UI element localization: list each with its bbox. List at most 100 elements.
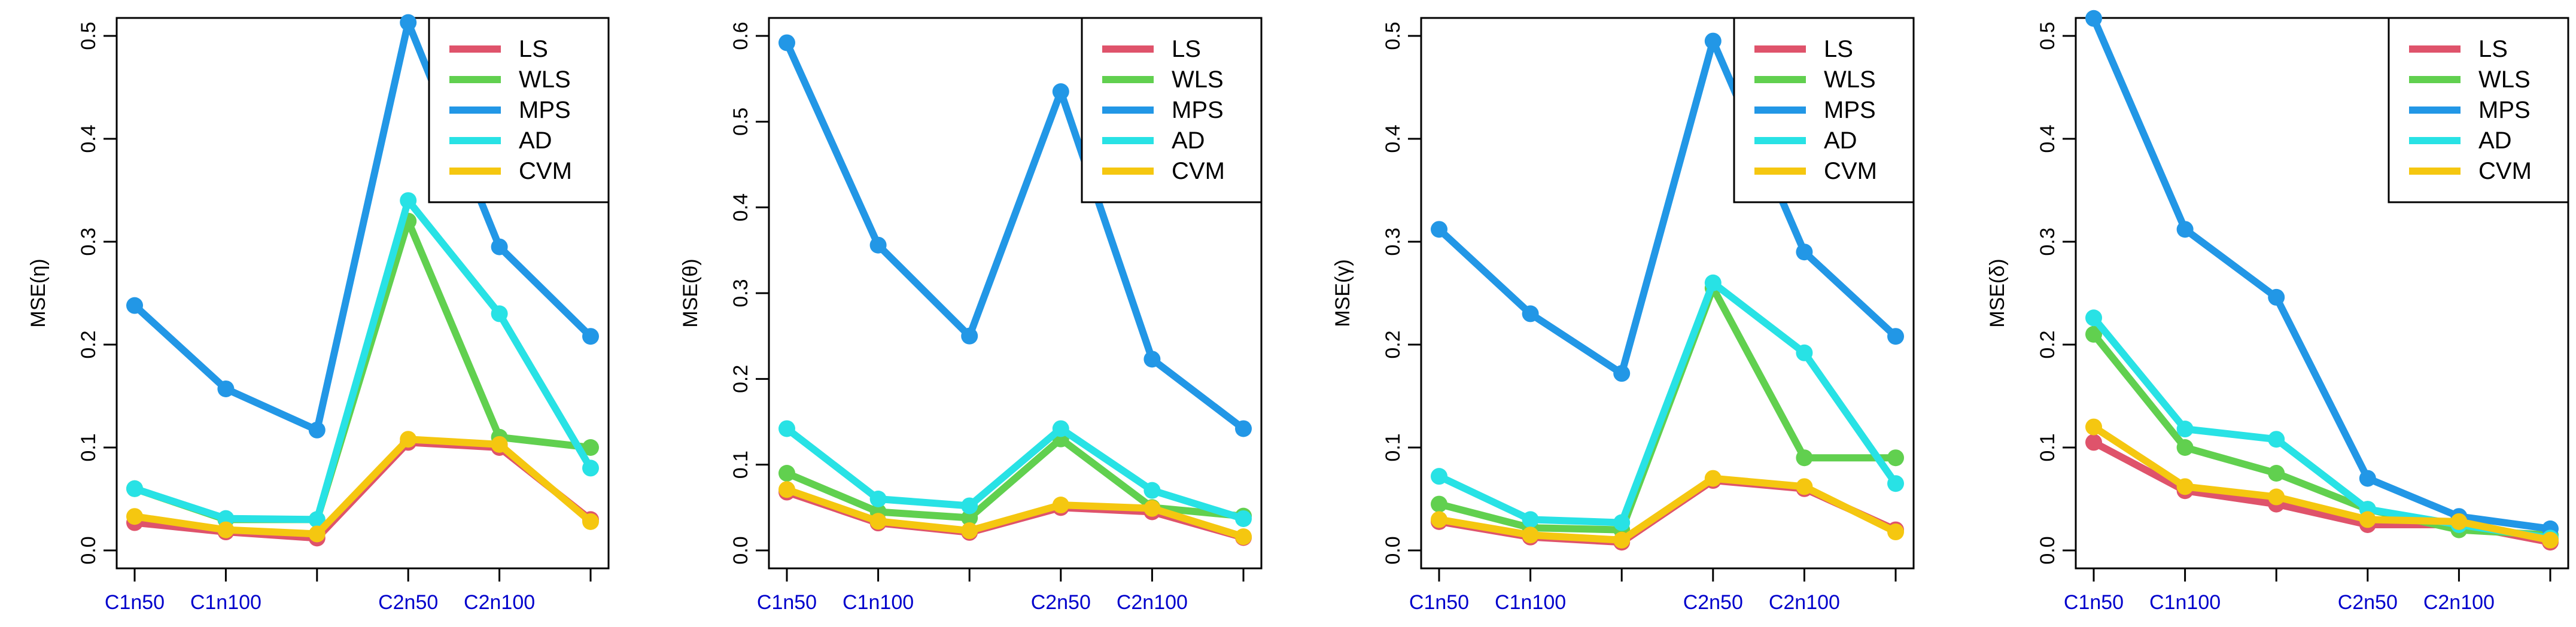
legend: LS WLS MPS AD CVM: [1081, 17, 1263, 203]
legend-label: LS: [1172, 36, 1201, 62]
data-point: [2176, 421, 2194, 438]
data-point: [869, 236, 887, 254]
y-tick-label: 0.0: [77, 536, 100, 564]
data-point: [1143, 500, 1161, 517]
series-line: [131, 197, 594, 523]
series-cvm: [1431, 470, 1904, 549]
data-point: [1235, 528, 1252, 546]
series-line: [783, 425, 1247, 522]
x-tick-label: C2n50: [378, 591, 438, 614]
data-point: [2268, 465, 2285, 482]
series-line: [783, 39, 1247, 433]
y-axis-label: MSE(θ): [679, 258, 702, 327]
data-point: [1796, 344, 1813, 361]
series-cvm: [126, 431, 599, 543]
y-tick-label: 0.0: [1382, 536, 1404, 564]
series-line: [2090, 423, 2554, 544]
data-point: [961, 497, 978, 515]
y-tick-label: 0.2: [77, 330, 100, 358]
data-point: [2176, 439, 2194, 456]
legend-label: AD: [519, 127, 552, 154]
x-tick-label: C2n50: [1031, 591, 1091, 614]
legend-label: LS: [519, 36, 548, 62]
legend-label: MPS: [1824, 97, 1876, 123]
legend-label: AD: [1172, 127, 1205, 154]
y-tick-label: 0.1: [77, 433, 100, 461]
legend-label: WLS: [1824, 66, 1876, 93]
data-point: [1431, 495, 1447, 513]
data-point: [2085, 309, 2102, 327]
legend-label: LS: [1824, 36, 1853, 62]
series-line: [131, 19, 594, 434]
data-point: [1613, 514, 1631, 531]
data-point: [582, 328, 599, 345]
y-tick-label: 0.5: [1382, 22, 1404, 50]
data-point: [308, 511, 326, 528]
data-point: [582, 513, 599, 530]
y-tick-label: 0.5: [729, 108, 752, 136]
x-tick-label: C1n50: [105, 591, 165, 614]
y-tick-label: 0.1: [2036, 433, 2059, 461]
legend-label: LS: [2478, 36, 2508, 62]
legend: LS WLS MPS AD CVM: [2388, 17, 2569, 203]
data-point: [1613, 365, 1631, 382]
data-point: [400, 14, 417, 31]
x-tick-label: C1n50: [757, 591, 817, 614]
y-tick-label: 0.5: [77, 22, 100, 50]
data-point: [2359, 470, 2376, 487]
data-point: [217, 380, 235, 397]
data-point: [1235, 510, 1252, 527]
data-point: [869, 513, 887, 530]
legend-label: AD: [2478, 127, 2512, 154]
x-tick-label: C1n100: [190, 591, 261, 614]
data-point: [1704, 32, 1722, 50]
data-point: [1704, 470, 1722, 487]
data-point: [2268, 488, 2285, 506]
y-axis-label: MSE(η): [27, 258, 50, 327]
x-tick-label: C2n50: [1683, 591, 1743, 614]
y-tick-label: 0.0: [2036, 536, 2059, 564]
data-point: [1887, 475, 1904, 492]
series-line: [1435, 279, 1899, 526]
data-point: [491, 436, 508, 453]
y-axis-label: MSE(γ): [1331, 259, 1354, 327]
y-tick-label: 0.1: [1382, 433, 1404, 461]
y-tick-label: 0.2: [729, 365, 752, 393]
data-point: [2268, 431, 2285, 448]
data-point: [1143, 351, 1161, 368]
chart-panel-1: 0.0 0.1 0.2 0.3 0.4 0.5 MSE(η) C1n50 C1n100 C2n50…: [27, 14, 610, 614]
data-point: [1796, 244, 1813, 261]
y-tick-label: 0.1: [729, 451, 752, 479]
data-point: [778, 481, 795, 498]
series-mps: [778, 34, 1252, 437]
series-mps: [1431, 32, 1904, 382]
data-point: [1235, 420, 1252, 437]
series-line: [783, 486, 1247, 541]
data-point: [1887, 328, 1904, 345]
y-tick-label: 0.3: [1382, 227, 1404, 255]
data-point: [1887, 449, 1904, 467]
data-point: [778, 420, 795, 437]
series-ad: [778, 420, 1252, 527]
data-point: [1052, 420, 1069, 437]
data-point: [1431, 221, 1447, 238]
y-tick-label: 0.3: [77, 227, 100, 255]
data-point: [308, 525, 326, 543]
data-point: [1052, 83, 1069, 101]
data-point: [400, 192, 417, 209]
data-point: [1431, 511, 1447, 528]
data-point: [2176, 221, 2194, 238]
data-point: [1887, 523, 1904, 541]
plot-frame: [1420, 17, 1915, 570]
x-tick-label: C1n50: [1409, 591, 1469, 614]
data-point: [2085, 434, 2102, 451]
x-tick-label: C2n100: [1117, 591, 1188, 614]
data-point: [869, 491, 887, 507]
data-point: [2176, 478, 2194, 495]
series-cvm: [778, 481, 1252, 546]
legend-label: CVM: [2478, 158, 2532, 184]
chart-panel-2: 0.0 0.1 0.2 0.3 0.4 0.5 0.6 MSE(θ) C1n50 C1n100 C2…: [679, 17, 1263, 614]
x-tick-label: C2n50: [2338, 591, 2398, 614]
series-ad: [1431, 274, 1904, 531]
